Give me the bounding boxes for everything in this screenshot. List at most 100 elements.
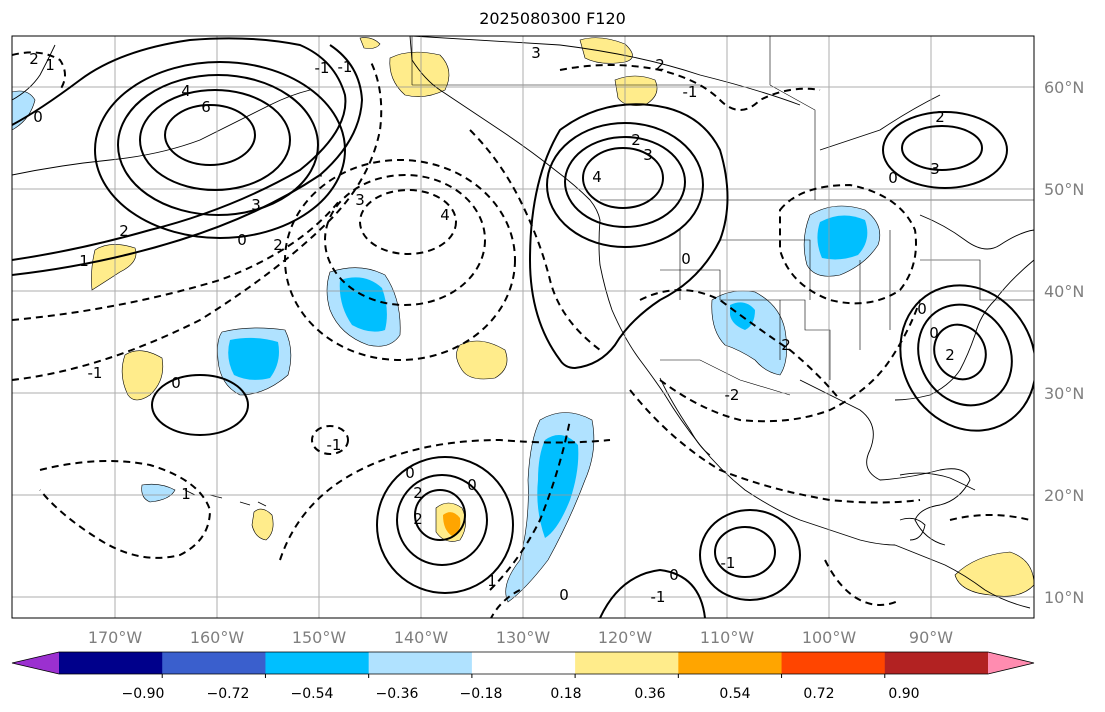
colorbar-tick-label: 0.36 xyxy=(634,686,665,702)
colorbar-segment xyxy=(471,652,576,674)
anomaly-lightblue xyxy=(12,90,36,131)
colorbar-tick-label: 0.72 xyxy=(803,686,834,702)
anomaly-yellow xyxy=(954,551,1034,597)
anomaly-orange xyxy=(443,512,461,536)
contour-label: 0 xyxy=(171,374,181,392)
lon-axis: 170°W 160°W 150°W 140°W 130°W 120°W 110°… xyxy=(88,628,953,647)
anomaly-blue xyxy=(537,435,579,538)
contour-label: 3 xyxy=(643,146,653,164)
contour-label: 6 xyxy=(201,98,211,116)
contour-label: - xyxy=(317,166,322,184)
lat-axis: 10°N 20°N 30°N 40°N 50°N 60°N xyxy=(1044,78,1084,607)
contour-label: 0 xyxy=(917,300,927,318)
contours-negative xyxy=(12,51,1031,618)
colorbar-extend-high xyxy=(988,652,1034,674)
colorbar xyxy=(11,651,1035,678)
contour-label: -1 xyxy=(651,588,666,606)
lat-tick-label: 50°N xyxy=(1044,180,1084,199)
contours-positive xyxy=(12,37,1034,618)
contour-label: 0 xyxy=(237,231,247,249)
contour-label: 2 xyxy=(119,222,129,240)
anomaly-yellow xyxy=(359,37,381,49)
lon-tick-label: 130°W xyxy=(496,628,551,647)
contour-label: -1 xyxy=(338,58,353,76)
colorbar-labels: −0.90 −0.72 −0.54 −0.36 −0.18 0.18 0.36 … xyxy=(122,686,920,702)
political-borders xyxy=(411,36,1034,396)
colorbar-segment xyxy=(368,652,473,674)
contour-label: 2 xyxy=(273,236,283,254)
colorbar-segment xyxy=(59,652,163,674)
colorbar-tick-label: 0.18 xyxy=(550,686,581,702)
lon-tick-label: 160°W xyxy=(190,628,245,647)
contour-label: 0 xyxy=(33,108,43,126)
contour-labels: 2 1 0 4 6 0 3 2 1 - 3 2 -1 0 3 4 0 -1 2 … xyxy=(29,44,955,606)
contour-label: 3 xyxy=(930,160,940,178)
colorbar-segment xyxy=(781,652,886,674)
contour-label: 3 xyxy=(531,44,541,62)
shaded-anomalies xyxy=(12,37,1034,603)
colorbar-extend-low xyxy=(12,652,59,674)
colorbar-outline xyxy=(11,651,1035,675)
contour-label: 3 xyxy=(355,191,365,209)
contour-label: -1 xyxy=(88,364,103,382)
contour-label: -1 xyxy=(683,83,698,101)
contour-label: 2 xyxy=(655,56,665,74)
contour-label: 0 xyxy=(405,464,415,482)
anomaly-lightblue xyxy=(141,483,176,503)
colorbar-segment xyxy=(265,652,370,674)
contour-label: 1 xyxy=(79,252,89,270)
lat-tick-label: 30°N xyxy=(1044,384,1084,403)
anomaly-yellow xyxy=(121,350,164,401)
contour-label: 1 xyxy=(45,56,55,74)
lon-tick-label: 170°W xyxy=(88,628,143,647)
anomaly-yellow xyxy=(251,508,274,541)
contour-label: 1 xyxy=(181,485,191,503)
contour-label: 0 xyxy=(467,476,477,494)
contour-label: 2 xyxy=(29,50,39,68)
colorbar-tick-label: 0.90 xyxy=(888,686,919,702)
lon-tick-label: 140°W xyxy=(394,628,449,647)
contour-label: -2 xyxy=(725,386,740,404)
lat-tick-label: 60°N xyxy=(1044,78,1084,97)
contour-label: -1 xyxy=(327,436,342,454)
contour-label: 2 xyxy=(413,510,423,528)
colorbar-segment xyxy=(162,652,266,674)
lat-tick-label: 10°N xyxy=(1044,588,1084,607)
contour-label: 2 xyxy=(935,108,945,126)
colorbar-tick-label: −0.72 xyxy=(207,686,250,702)
contour-label: -1 xyxy=(721,554,736,572)
map-title: 2025080300 F120 xyxy=(479,9,626,28)
lon-tick-label: 90°W xyxy=(909,628,953,647)
contour-label: 4 xyxy=(440,206,450,224)
plot-frame xyxy=(11,35,1035,619)
contour-label: 0 xyxy=(888,169,898,187)
contour-label: 2 xyxy=(631,131,641,149)
colorbar-tick-label: −0.90 xyxy=(122,686,165,702)
contour-label: 2 xyxy=(945,346,955,364)
contour-label: 2 xyxy=(413,484,423,502)
lon-tick-label: 100°W xyxy=(802,628,857,647)
lon-tick-label: 150°W xyxy=(292,628,347,647)
lat-tick-label: 40°N xyxy=(1044,282,1084,301)
colorbar-segment xyxy=(884,652,989,674)
contour-label: 0 xyxy=(559,586,569,604)
contour-label: 0 xyxy=(681,250,691,268)
contour-label: 4 xyxy=(592,168,602,186)
anomaly-blue xyxy=(817,215,868,260)
colorbar-tick-label: −0.54 xyxy=(291,686,334,702)
colorbar-tick-label: 0.54 xyxy=(719,686,750,702)
contour-label: 4 xyxy=(181,82,191,100)
lat-tick-label: 20°N xyxy=(1044,486,1084,505)
colorbar-tick-label: −0.18 xyxy=(460,686,503,702)
contour-label: 0 xyxy=(929,324,939,342)
colorbar-tick-label: −0.36 xyxy=(376,686,419,702)
contour-label: 0 xyxy=(669,566,679,584)
colorbar-segment xyxy=(678,652,783,674)
contour-label: 1 xyxy=(487,572,497,590)
contour-label: 3 xyxy=(251,196,261,214)
lon-tick-label: 120°W xyxy=(598,628,653,647)
contour-label: 2 xyxy=(781,336,791,354)
anomaly-yellow xyxy=(456,340,508,380)
anomaly-blue xyxy=(228,337,279,380)
